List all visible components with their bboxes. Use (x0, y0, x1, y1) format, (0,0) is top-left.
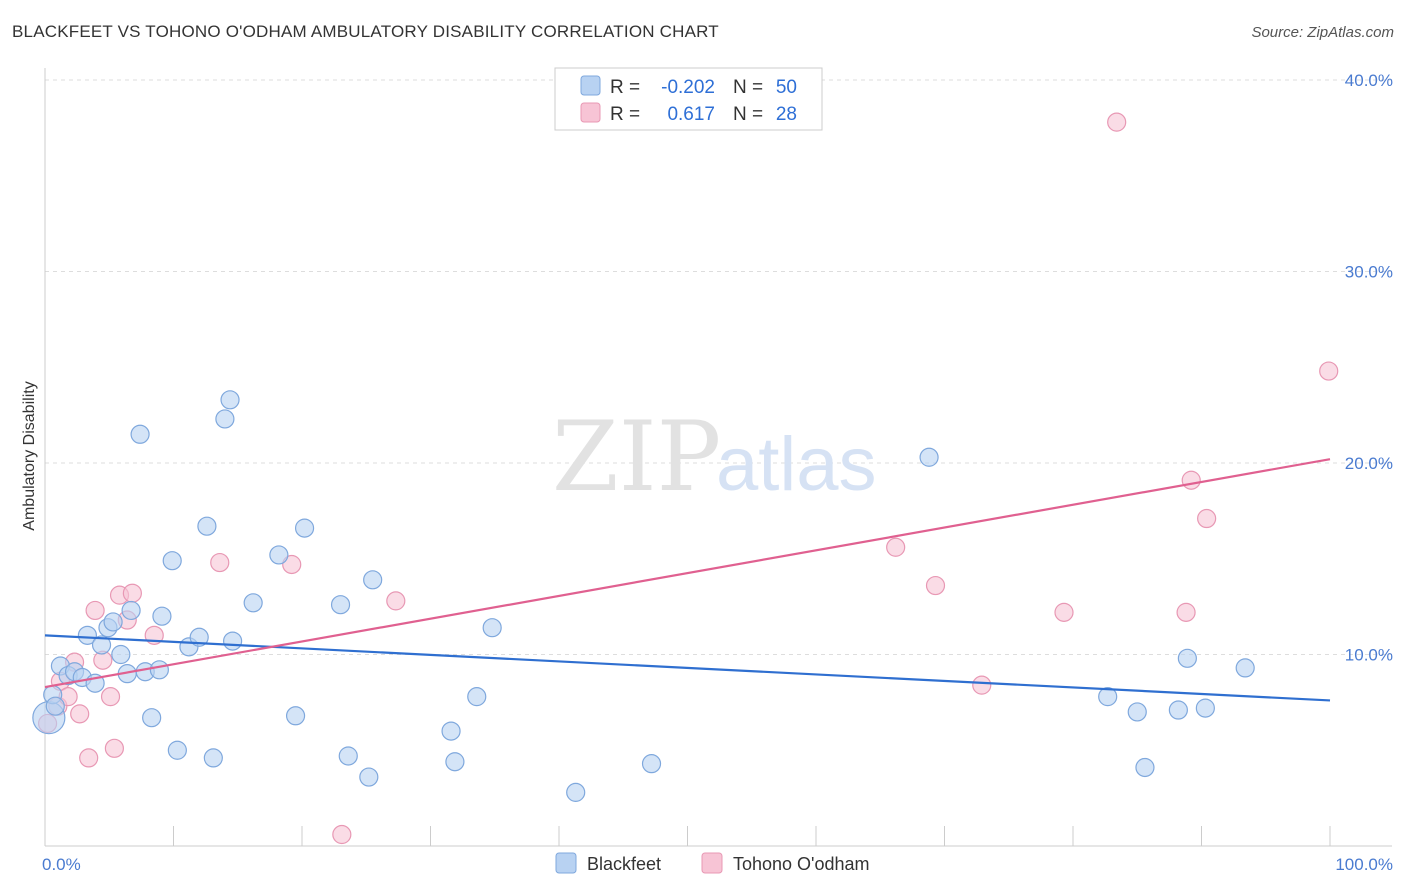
tohono-point (886, 537, 906, 557)
y-axis-label: Ambulatory Disability (21, 381, 38, 530)
bottom-legend-blue-swatch (555, 852, 577, 874)
bottom-legend-blackfeet: Blackfeet (587, 854, 661, 874)
blackfeet-point (338, 746, 358, 766)
tohono-point (1181, 470, 1201, 490)
tohono-point (1197, 508, 1217, 529)
blackfeet-point (142, 708, 162, 728)
blackfeet-point (1235, 658, 1255, 678)
blackfeet-point (482, 618, 502, 638)
blackfeet-point (1135, 757, 1155, 778)
tohono-point (332, 824, 352, 845)
chart-title: BLACKFEET VS TOHONO O'ODHAM AMBULATORY D… (12, 22, 719, 41)
tohono-point (1319, 361, 1339, 381)
blackfeet-point (167, 740, 187, 760)
x-tick-label: 100.0% (1335, 855, 1393, 874)
blackfeet-point (45, 696, 65, 716)
axes (44, 68, 1392, 847)
blackfeet-point (189, 627, 209, 647)
tohono-point (1176, 602, 1196, 622)
watermark-zip: ZIP (552, 401, 721, 513)
blackfeet-point (467, 687, 487, 707)
blackfeet-point (1177, 648, 1197, 668)
y-tick-labels: 10.0% 20.0% 30.0% 40.0% (1345, 71, 1393, 665)
blackfeet-point (1098, 687, 1118, 707)
blackfeet-point (220, 390, 240, 410)
tohono-point (85, 600, 105, 621)
blackfeet-point (441, 721, 461, 741)
legend-pink-swatch (580, 102, 601, 123)
blackfeet-point (149, 660, 169, 680)
tohono-point (70, 704, 90, 724)
tohono-trend-line (44, 458, 1331, 689)
blackfeet-point (641, 754, 662, 774)
blackfeet-point (152, 606, 172, 626)
bottom-legend-pink-swatch (701, 852, 723, 874)
legend-r-value: -0.202 (661, 77, 715, 98)
legend-n-value: 50 (776, 77, 797, 98)
blackfeet-point (162, 551, 182, 571)
blackfeet-point (197, 516, 217, 536)
chart-source: Source: ZipAtlas.com (1251, 24, 1394, 41)
tohono-point (122, 583, 142, 603)
blackfeet-point (445, 752, 465, 772)
blackfeet-point (103, 612, 123, 632)
blackfeet-point (77, 625, 98, 645)
blackfeet-point (223, 631, 243, 651)
legend-r-label: R = (610, 104, 640, 125)
tohono-point (210, 552, 230, 573)
blackfeet-point (1168, 700, 1188, 720)
legend-r-value: 0.617 (667, 104, 715, 125)
blackfeet-point (269, 545, 289, 565)
y-tick-label: 10.0% (1345, 646, 1393, 665)
blackfeet-point (330, 595, 351, 615)
blackfeet-point (243, 593, 263, 613)
legend-r-label: R = (610, 77, 640, 98)
blackfeet-point (363, 570, 383, 590)
blackfeet-point (215, 409, 235, 429)
tohono-point (79, 748, 99, 768)
blackfeet-point (1195, 698, 1215, 718)
blackfeet-point (203, 748, 223, 768)
grid-lines (45, 79, 1392, 655)
legend-blue-swatch (580, 75, 601, 96)
blackfeet-point (294, 518, 315, 538)
correlation-legend: R = -0.202 N = 50 R = 0.617 N = 28 (554, 67, 823, 131)
tohono-point (386, 591, 406, 611)
tohono-point (972, 675, 992, 695)
blackfeet-point (91, 635, 112, 655)
trend-lines (44, 458, 1331, 702)
watermark-atlas: atlas (716, 422, 877, 507)
y-tick-label: 40.0% (1345, 71, 1393, 90)
y-tick-label: 20.0% (1345, 454, 1393, 473)
y-tick-label: 30.0% (1345, 263, 1393, 282)
tohono-point (104, 738, 124, 758)
legend-n-label: N = (733, 77, 763, 98)
blackfeet-point (130, 424, 150, 444)
blackfeet-points (32, 390, 1255, 802)
tohono-point (282, 554, 302, 575)
blackfeet-point (111, 644, 131, 665)
blackfeet-point (919, 447, 939, 467)
tohono-point (1107, 112, 1127, 132)
blackfeet-point (1127, 702, 1147, 722)
tohono-point (100, 687, 121, 707)
tohono-point (1054, 602, 1074, 622)
blackfeet-point (566, 782, 586, 802)
x-tick-labels: 0.0% 100.0% (42, 855, 1393, 874)
blackfeet-point (285, 706, 306, 726)
blackfeet-trend-line (44, 634, 1331, 702)
series-legend: Blackfeet Tohono O'odham (555, 852, 870, 874)
x-tick-label: 0.0% (42, 855, 81, 874)
legend-n-value: 28 (776, 104, 797, 125)
tohono-point (925, 575, 946, 596)
blackfeet-point (121, 600, 141, 621)
blackfeet-point (359, 767, 379, 787)
bottom-legend-tohono: Tohono O'odham (733, 854, 870, 874)
legend-n-label: N = (733, 104, 763, 125)
